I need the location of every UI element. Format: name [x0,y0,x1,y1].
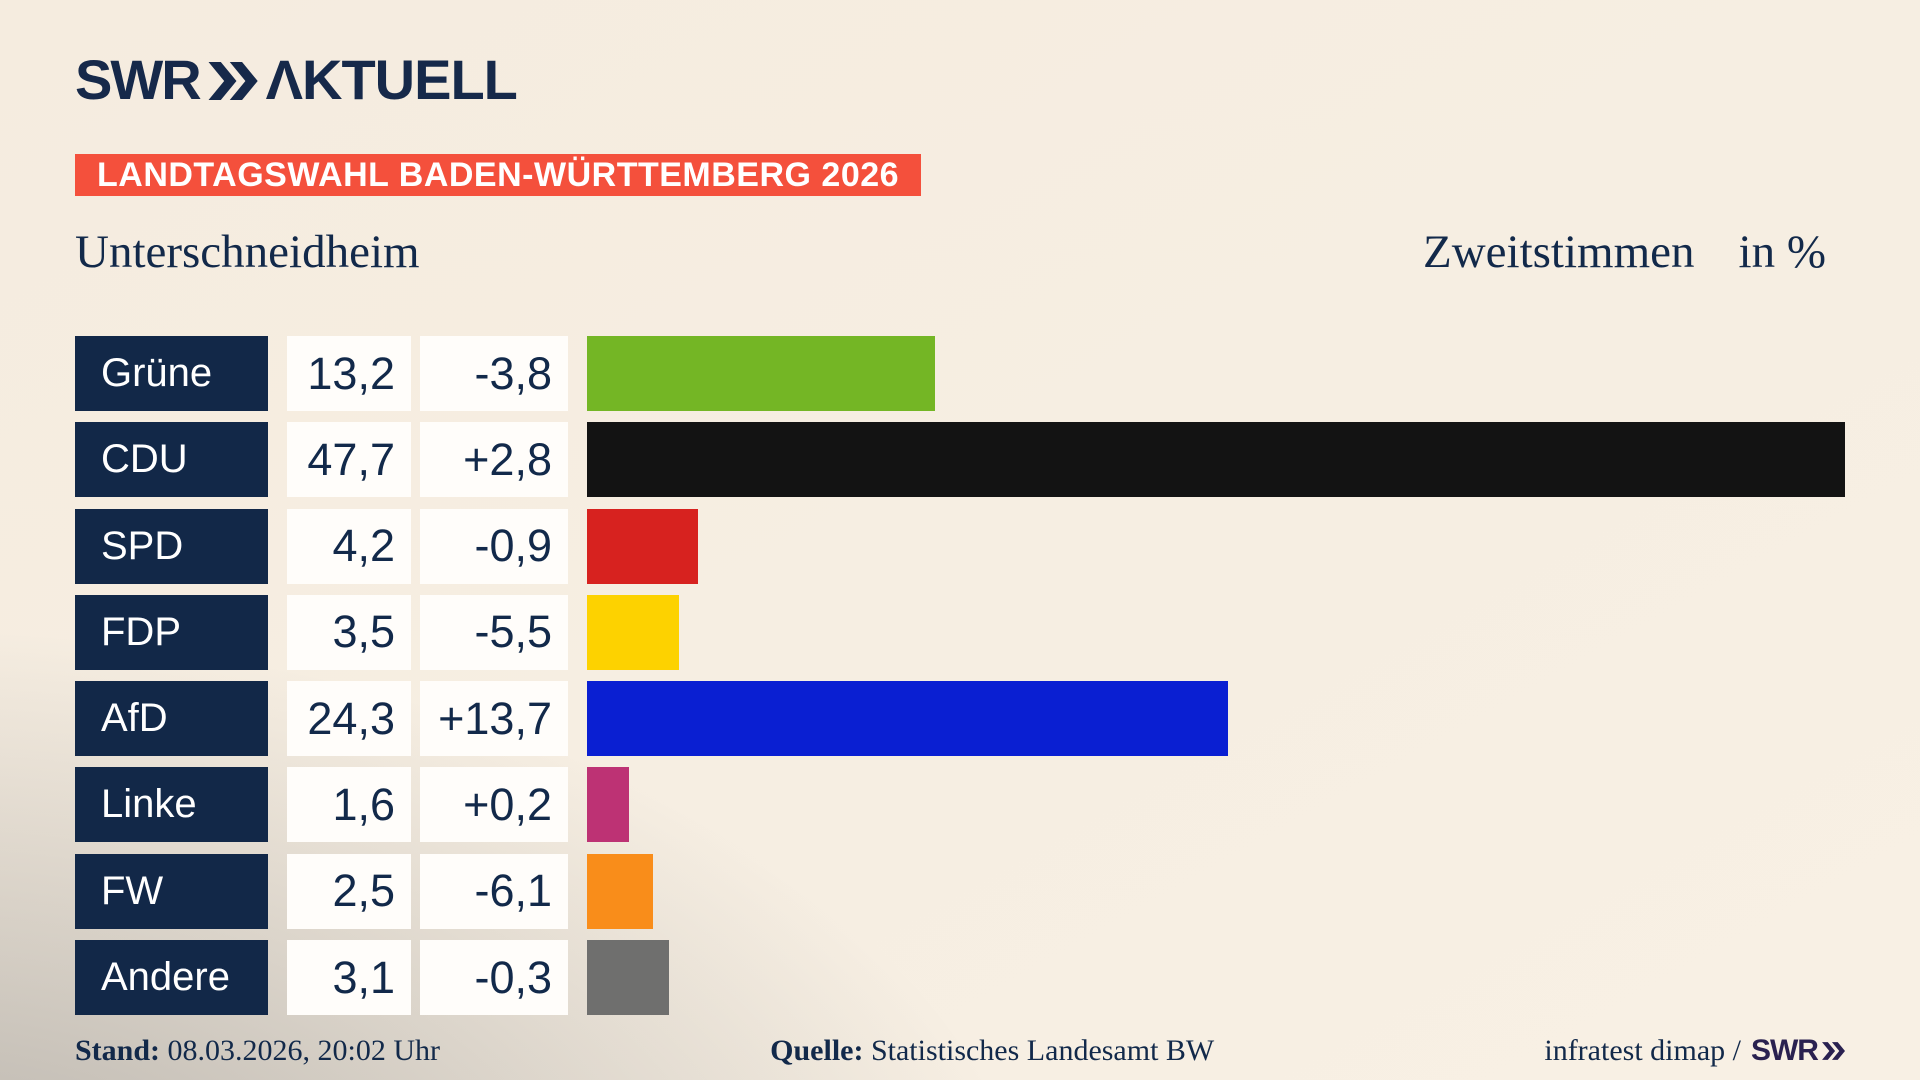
bar-track [587,940,1845,1016]
bar-track [587,767,1845,843]
party-label: FDP [75,594,268,670]
footer: Stand: 08.03.2026, 20:02 Uhr Quelle: Sta… [75,1031,1845,1071]
result-row-cdu: CDU 47,7 +2,8 [75,422,1845,498]
unit-label: in % [1738,226,1826,278]
bar-track [587,594,1845,670]
party-value: 2,5 [287,853,411,929]
result-row-afd: AfD 24,3 +13,7 [75,681,1845,757]
result-bar-fdp [587,594,680,670]
metric-label: Zweitstimmen [1423,226,1695,278]
credit-text: infratest dimap / [1544,1034,1741,1067]
party-value: 1,6 [287,767,411,843]
party-value: 3,1 [287,940,411,1016]
result-bar-afd [587,681,1228,757]
party-label: Andere [75,940,268,1016]
stand-label: Stand: [75,1034,161,1067]
title-row: Unterschneidheim Zweitstimmen in % [75,226,1826,278]
bar-track [587,336,1845,411]
bar-track [587,681,1845,757]
result-bar-linke [587,767,630,843]
party-diff: -5,5 [420,594,568,670]
party-value: 3,5 [287,594,411,670]
party-label: AfD [75,681,268,757]
party-diff: +2,8 [420,422,568,498]
party-diff: -0,9 [420,508,568,584]
result-row-linke: Linke 1,6 +0,2 [75,767,1845,843]
party-value: 13,2 [287,336,411,411]
party-label: SPD [75,508,268,584]
double-chevron-icon [1822,1042,1845,1060]
swr-credit-text: SWR [1750,1034,1819,1067]
bar-track [587,853,1845,929]
party-label: Grüne [75,336,268,411]
party-label: FW [75,853,268,929]
party-value: 24,3 [287,681,411,757]
results-table: Grüne 13,2 -3,8 CDU 47,7 +2,8 SPD 4,2 -0… [75,336,1845,1016]
swr-credit-logo: SWR [1751,1031,1845,1071]
bar-track [587,508,1845,584]
swr-logo-text: SWR [75,48,202,111]
double-chevron-icon [206,62,258,100]
municipality-title: Unterschneidheim [75,226,420,278]
source-info: Quelle: Statistisches Landesamt BW [770,1031,1214,1071]
result-row-fw: FW 2,5 -6,1 [75,853,1845,929]
party-label: Linke [75,767,268,843]
party-diff: -3,8 [420,336,568,411]
result-bar-spd [587,508,698,584]
result-row-andere: Andere 3,1 -0,3 [75,940,1845,1016]
party-value: 4,2 [287,508,411,584]
party-diff: +13,7 [420,681,568,757]
swr-aktuell-logo: SWR ΛKTUELL [75,48,518,111]
result-row-spd: SPD 4,2 -0,9 [75,508,1845,584]
party-diff: -6,1 [420,853,568,929]
election-banner: LANDTAGSWAHL BADEN-WÜRTTEMBERG 2026 [75,154,922,196]
bar-track [587,422,1845,498]
quelle-value: Statistisches Landesamt BW [870,1034,1215,1067]
result-bar-gruene [587,336,936,411]
result-bar-andere [587,940,669,1016]
party-value: 47,7 [287,422,411,498]
result-row-gruene: Grüne 13,2 -3,8 [75,336,1845,411]
result-bar-cdu [587,422,1845,498]
party-diff: +0,2 [420,767,568,843]
party-label: CDU [75,422,268,498]
stand-value: 08.03.2026, 20:02 Uhr [167,1034,441,1067]
party-diff: -0,3 [420,940,568,1016]
credit-info: infratest dimap / SWR [1544,1031,1845,1071]
aktuell-logo-text: ΛKTUELL [265,48,518,111]
metric-group: Zweitstimmen in % [1423,226,1826,278]
result-row-fdp: FDP 3,5 -5,5 [75,594,1845,670]
result-bar-fw [587,853,653,929]
quelle-label: Quelle: [770,1034,864,1067]
stand-info: Stand: 08.03.2026, 20:02 Uhr [75,1031,440,1071]
